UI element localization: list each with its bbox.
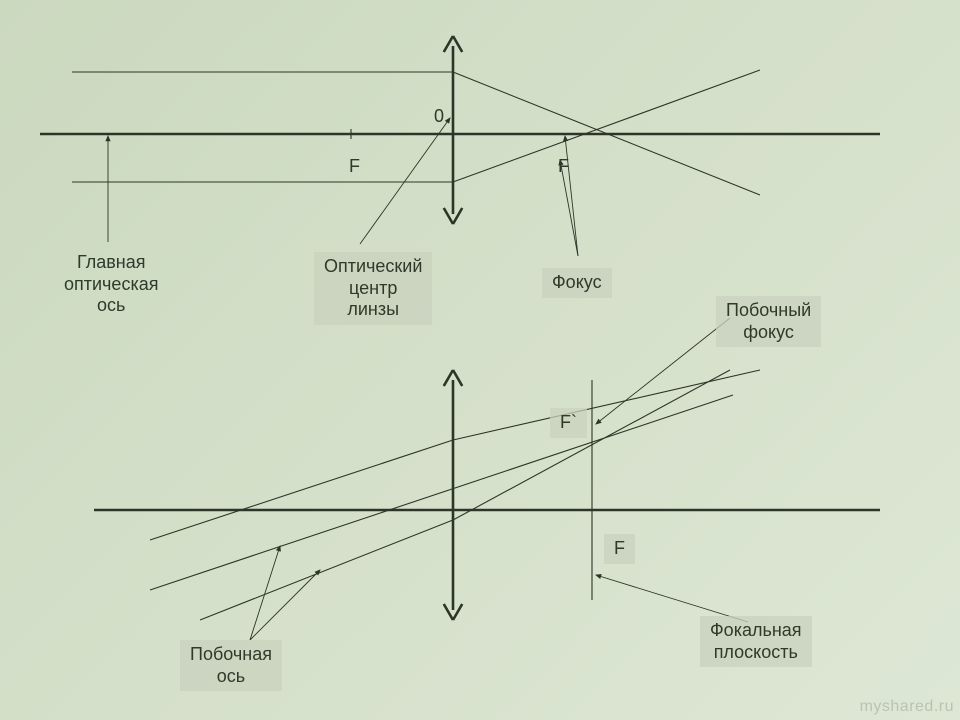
label-optical-center: Оптический центр линзы <box>314 252 432 325</box>
label-F-prime: F` <box>550 408 587 438</box>
bottom-secondary-axis <box>150 395 733 590</box>
lens-symbol <box>444 370 462 620</box>
top-ray-lower-out <box>453 70 760 182</box>
lens-symbol <box>444 36 462 224</box>
label-focus: Фокус <box>542 268 612 298</box>
diagram-stage: 0 F F Главная оптическая ось Оптический цент… <box>0 0 960 720</box>
callout-focal-plane <box>596 575 748 622</box>
label-main-optical-axis: Главная оптическая ось <box>64 252 158 317</box>
bottom-ray-upper-in <box>150 440 453 540</box>
label-F-left: F <box>349 156 360 178</box>
optics-diagram-svg <box>0 0 960 720</box>
bottom-ray-lower-in <box>200 520 453 620</box>
label-F-right: F <box>558 156 569 178</box>
label-secondary-axis: Побочная ось <box>180 640 282 691</box>
label-F-bottom: F <box>604 534 635 564</box>
callout-secondary-axis-b <box>250 570 320 640</box>
watermark: myshared.ru <box>860 698 954 716</box>
label-zero: 0 <box>434 106 444 128</box>
callout-secondary-axis-a <box>250 546 280 640</box>
label-focal-plane: Фокальная плоскость <box>700 616 812 667</box>
label-secondary-focus: Побочный фокус <box>716 296 821 347</box>
callout-secondary-focus <box>596 318 730 424</box>
bottom-ray-upper-out <box>453 370 760 440</box>
callout-optical-center <box>360 118 450 244</box>
